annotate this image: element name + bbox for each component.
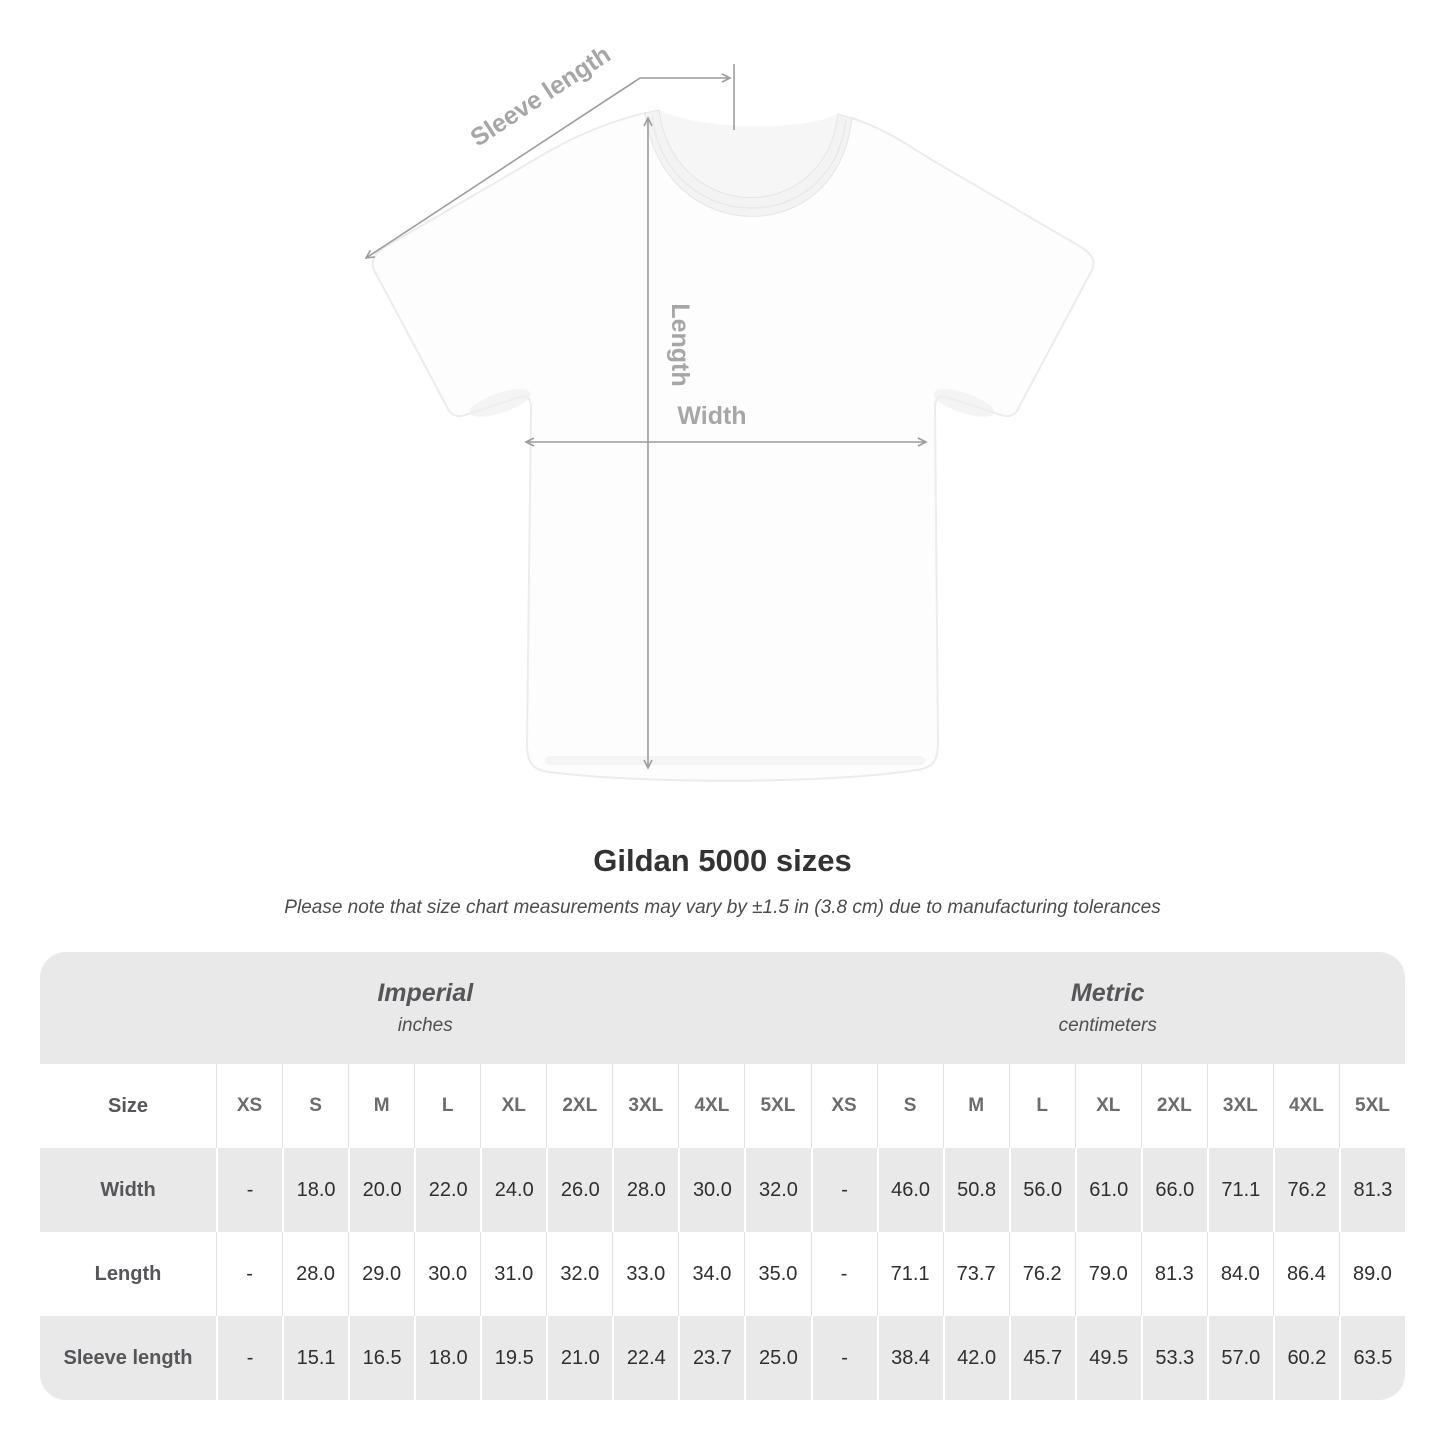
measurement-cell-metric: 46.0 [876, 1148, 943, 1232]
size-header-metric: 4XL [1272, 1064, 1339, 1148]
size-header-imperial: 4XL [678, 1064, 745, 1148]
measurement-cell-imperial: 29.0 [348, 1232, 415, 1316]
measurement-cell-imperial: 34.0 [678, 1232, 745, 1316]
size-header-imperial: 3XL [612, 1064, 679, 1148]
measurement-cell-metric: 89.0 [1338, 1232, 1405, 1316]
measurement-cell-metric: 86.4 [1272, 1232, 1339, 1316]
measurement-cell-metric: 76.2 [1008, 1232, 1075, 1316]
row-label: Sleeve length [40, 1316, 216, 1400]
imperial-unit-header: Imperial inches [40, 952, 811, 1064]
measurement-cell-imperial: - [216, 1232, 283, 1316]
measurement-cell-imperial: 30.0 [414, 1232, 481, 1316]
measurement-cell-metric: - [810, 1232, 877, 1316]
measurement-cell-metric: 73.7 [942, 1232, 1009, 1316]
measurement-cell-imperial: 19.5 [480, 1316, 547, 1400]
measurement-cell-metric: 38.4 [876, 1316, 943, 1400]
measurement-cell-imperial: 15.1 [282, 1316, 349, 1400]
size-header-metric: S [876, 1064, 943, 1148]
metric-unit-label: centimeters [1058, 1015, 1157, 1036]
measurement-cell-metric: 60.2 [1272, 1316, 1339, 1400]
measurement-cell-imperial: 32.0 [744, 1148, 811, 1232]
measurement-cell-imperial: 22.4 [612, 1316, 679, 1400]
measurement-cell-imperial: 33.0 [612, 1232, 679, 1316]
size-header-metric: L [1008, 1064, 1075, 1148]
imperial-unit-label: inches [397, 1015, 453, 1036]
measurement-cell-metric: 61.0 [1074, 1148, 1141, 1232]
size-table: Imperial inches Metric centimeters Size X… [40, 952, 1405, 1400]
size-header-imperial: XS [216, 1064, 283, 1148]
imperial-label: Imperial [377, 979, 474, 1007]
measurement-cell-metric: - [810, 1316, 877, 1400]
measurement-cell-imperial: 28.0 [612, 1148, 679, 1232]
measurement-cell-imperial: 28.0 [282, 1232, 349, 1316]
measurement-cell-metric: 81.3 [1338, 1148, 1405, 1232]
measurement-cell-imperial: - [216, 1148, 283, 1232]
length-label: Length [666, 303, 694, 386]
page-title: Gildan 5000 sizes [593, 843, 852, 878]
tshirt-measurement-diagram: Sleeve length Length Width [364, 40, 1095, 782]
size-header-metric: 3XL [1206, 1064, 1273, 1148]
width-label: Width [677, 402, 746, 430]
measurement-cell-metric: 57.0 [1206, 1316, 1273, 1400]
measurement-cell-imperial: 32.0 [546, 1232, 613, 1316]
measurement-cell-metric: 45.7 [1008, 1316, 1075, 1400]
measurement-cell-metric: 66.0 [1140, 1148, 1207, 1232]
measurement-cell-imperial: 31.0 [480, 1232, 547, 1316]
measurement-cell-imperial: 16.5 [348, 1316, 415, 1400]
size-header-imperial: S [282, 1064, 349, 1148]
measurement-cell-metric: 84.0 [1206, 1232, 1273, 1316]
hem-shadow [545, 756, 925, 765]
size-header-imperial: XL [480, 1064, 547, 1148]
row-label: Length [40, 1232, 216, 1316]
size-header-imperial: 5XL [744, 1064, 811, 1148]
size-header-imperial: M [348, 1064, 415, 1148]
size-header-metric: XL [1074, 1064, 1141, 1148]
measurement-cell-metric: 56.0 [1008, 1148, 1075, 1232]
size-header-metric: XS [810, 1064, 877, 1148]
size-header-metric: 2XL [1140, 1064, 1207, 1148]
tolerance-note: Please note that size chart measurements… [284, 897, 1161, 918]
measurement-cell-imperial: 18.0 [414, 1316, 481, 1400]
measurement-cell-imperial: 25.0 [744, 1316, 811, 1400]
sleeve-length-arrow [364, 73, 732, 259]
measurement-cell-imperial: 20.0 [348, 1148, 415, 1232]
measurement-cell-imperial: 35.0 [744, 1232, 811, 1316]
measurement-cell-metric: 42.0 [942, 1316, 1009, 1400]
tshirt-graphic [371, 109, 1095, 782]
size-column-header: Size [40, 1064, 216, 1148]
measurement-cell-metric: 49.5 [1074, 1316, 1141, 1400]
row-label: Width [40, 1148, 216, 1232]
measurement-cell-metric: 76.2 [1272, 1148, 1339, 1232]
measurement-cell-metric: 50.8 [942, 1148, 1009, 1232]
metric-label: Metric [1070, 979, 1145, 1007]
measurement-cell-metric: 53.3 [1140, 1316, 1207, 1400]
metric-unit-header: Metric centimeters [810, 952, 1405, 1064]
measurement-cell-metric: 81.3 [1140, 1232, 1207, 1316]
measurement-cell-imperial: 24.0 [480, 1148, 547, 1232]
size-header-imperial: L [414, 1064, 481, 1148]
measurement-cell-imperial: 26.0 [546, 1148, 613, 1232]
measurement-cell-metric: 71.1 [1206, 1148, 1273, 1232]
size-header-metric: M [942, 1064, 1009, 1148]
measurement-cell-imperial: 22.0 [414, 1148, 481, 1232]
measurement-cell-imperial: 30.0 [678, 1148, 745, 1232]
measurement-cell-imperial: 18.0 [282, 1148, 349, 1232]
underarm-shadow-right [933, 389, 995, 417]
measurement-cell-metric: - [810, 1148, 877, 1232]
measurement-cell-imperial: 23.7 [678, 1316, 745, 1400]
measurement-cell-imperial: - [216, 1316, 283, 1400]
unit-header-band: Imperial inches Metric centimeters [40, 952, 1405, 1064]
size-header-imperial: 2XL [546, 1064, 613, 1148]
underarm-shadow-left [469, 389, 531, 417]
measurement-cell-metric: 71.1 [876, 1232, 943, 1316]
measurement-cell-metric: 63.5 [1338, 1316, 1405, 1400]
size-table-grid: Size XS S M L XL 2XL 3XL 4XL 5XL XS S M L XL 2XL 3XL 4XL 5… [40, 1064, 1405, 1400]
size-header-metric: 5XL [1338, 1064, 1405, 1148]
measurement-cell-metric: 79.0 [1074, 1232, 1141, 1316]
measurement-cell-imperial: 21.0 [546, 1316, 613, 1400]
